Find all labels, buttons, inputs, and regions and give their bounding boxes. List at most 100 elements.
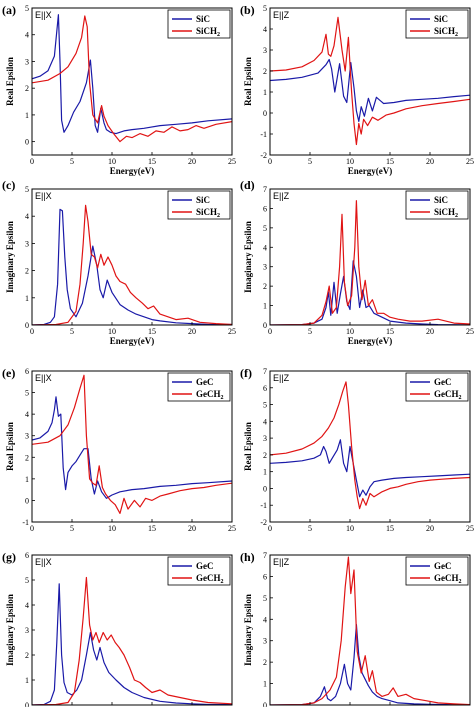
x-tick-label: 25	[466, 524, 474, 533]
y-tick-label: 2	[263, 658, 267, 667]
series-line-sic	[270, 260, 470, 325]
x-tick-label: 15	[148, 524, 156, 533]
y-axis-title: Real Epsilon	[243, 57, 253, 106]
legend-label: SiC	[196, 14, 210, 24]
y-tick-label: 7	[263, 367, 267, 376]
y-axis-title: Imaginary Epsilon	[5, 221, 15, 293]
series-line-sich2	[270, 200, 470, 325]
y-tick-label: 5	[263, 401, 267, 410]
y-tick-label: 5	[25, 576, 29, 585]
legend-subscript: 2	[459, 579, 462, 585]
legend-box	[405, 190, 469, 220]
x-tick-label: 20	[426, 327, 434, 336]
x-tick-label: 25	[228, 524, 236, 533]
x-tick-label: 10	[346, 157, 354, 166]
polarization-label: E||X	[35, 373, 52, 383]
y-tick-label: 4	[263, 25, 267, 34]
y-tick-label: 4	[25, 31, 29, 40]
y-tick-label: 4	[25, 212, 29, 221]
x-tick-label: 0	[268, 327, 272, 336]
y-tick-label: 0	[263, 701, 267, 707]
panel-f: (f) 0 5 10 15 20 25 -2 -1 0 1 2 3 4 5 6 7 Real Epsilon E||…	[240, 366, 474, 533]
x-tick-label: 0	[30, 524, 34, 533]
y-tick-label: 6	[25, 367, 29, 376]
panel-label: (d)	[240, 178, 255, 192]
legend-label: GeC	[434, 561, 452, 571]
y-tick-label: 2	[263, 67, 267, 76]
legend-subscript: 2	[455, 32, 458, 38]
y-tick-label: 4	[263, 417, 267, 426]
x-tick-label: 25	[466, 157, 474, 166]
legend-subscript: 2	[455, 213, 458, 219]
legend-name: GeC	[196, 377, 214, 387]
legend-name: GeCH	[434, 389, 459, 399]
legend-name: SiCH	[434, 26, 455, 36]
y-tick-label: 0	[25, 701, 29, 707]
x-axis-title: Energy(eV)	[110, 166, 155, 176]
legend: GeC GeCH2	[405, 372, 469, 402]
legend-subscript: 2	[217, 32, 220, 38]
y-tick-label: -2	[260, 151, 267, 160]
legend-label: GeC	[434, 377, 452, 387]
panel-c: (c) 0 5 10 15 20 25 0 1 2 3 4 5 Energy(eV) Imaginary E…	[2, 178, 236, 346]
legend-name: GeCH	[434, 573, 459, 583]
y-axis-title: Imaginary Epsilon	[243, 221, 253, 293]
x-tick-label: 20	[188, 524, 196, 533]
y-tick-label: 1	[25, 111, 29, 120]
polarization-label: E||Z	[273, 373, 290, 383]
x-tick-label: 5	[308, 157, 312, 166]
y-tick-label: 4	[263, 615, 267, 624]
y-tick-label: 6	[25, 551, 29, 560]
panel-d: (d) 0 5 10 15 20 25 0 1 2 3 4 5 6 7 Energy(eV) Imaginary…	[240, 178, 474, 346]
y-tick-label: 1	[263, 680, 267, 689]
x-tick-label: 0	[268, 524, 272, 533]
y-tick-label: 7	[263, 185, 267, 194]
legend-subscript: 2	[221, 579, 224, 585]
legend-name: GeCH	[196, 573, 221, 583]
y-tick-label: 5	[263, 4, 267, 13]
y-tick-label: 0	[25, 496, 29, 505]
panel-b: (b) 0 5 10 15 20 25 -2 -1 0 1 2 3 4 5 Energy(eV) Real Ep…	[240, 3, 474, 176]
y-tick-label: 6	[263, 572, 267, 581]
legend: GeC GeCH2	[167, 372, 231, 402]
legend-label: SiCH2	[434, 26, 458, 38]
series-line-sich2	[32, 15, 232, 143]
x-tick-label: 5	[308, 524, 312, 533]
legend-subscript: 2	[459, 395, 462, 401]
y-tick-label: 2	[25, 267, 29, 276]
y-axis-title: Real Epsilon	[5, 422, 15, 471]
panel-a: (a) 0 5 10 15 20 25 0 1 2 3 4 5 Energy(eV) Real Epsilo…	[2, 3, 236, 176]
y-tick-label: 5	[25, 389, 29, 398]
plot-frame	[269, 7, 471, 156]
series-line-gech2	[32, 374, 232, 515]
panel-label: (a)	[2, 3, 16, 17]
x-tick-label: 10	[346, 327, 354, 336]
y-tick-label: 5	[25, 185, 29, 194]
y-axis-title: Imaginary Epsilon	[5, 594, 15, 666]
x-tick-label: 10	[108, 157, 116, 166]
y-tick-label: 5	[263, 224, 267, 233]
legend-label: SiCH2	[196, 207, 220, 219]
legend-name: GeC	[434, 377, 452, 387]
panel-h: (h)051015202501234567Energy(eV)Imaginary…	[240, 550, 471, 707]
plot-frame	[31, 188, 233, 326]
legend-box	[167, 190, 231, 220]
legend-label: SiCH2	[196, 26, 220, 38]
polarization-label: E||Z	[273, 191, 290, 201]
y-tick-label: 7	[263, 551, 267, 560]
legend-label: SiC	[196, 195, 210, 205]
series-line-gec	[32, 583, 232, 705]
y-tick-label: 4	[25, 410, 29, 419]
y-tick-label: 0	[25, 321, 29, 330]
legend-name: SiC	[434, 195, 448, 205]
x-tick-label: 25	[228, 327, 236, 336]
x-tick-label: 10	[108, 524, 116, 533]
panel-label: (h)	[240, 550, 255, 564]
y-tick-label: 1	[25, 676, 29, 685]
x-tick-label: 5	[308, 327, 312, 336]
x-tick-label: 0	[30, 327, 34, 336]
x-tick-label: 5	[70, 327, 74, 336]
legend-name: SiCH	[196, 207, 217, 217]
y-tick-label: 6	[263, 204, 267, 213]
